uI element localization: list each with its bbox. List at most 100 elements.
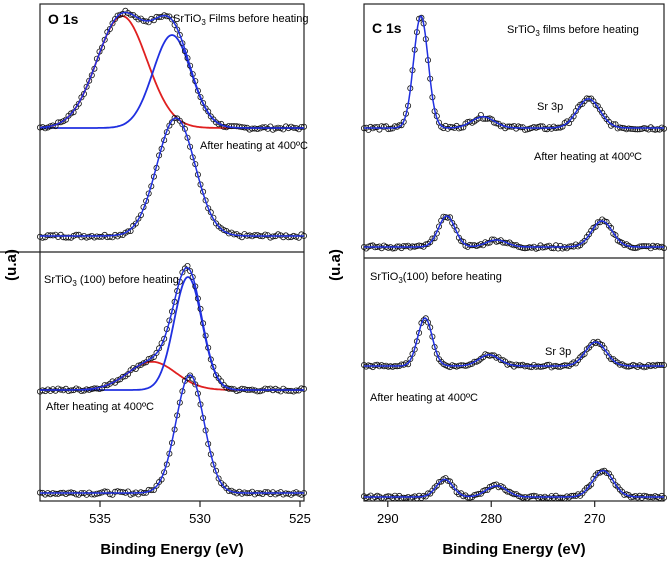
- o1s-s1-after-data-point: [148, 487, 155, 494]
- c1s-s0-after-data-point: [519, 244, 526, 251]
- c1s-xlabel: Binding Energy (eV): [442, 541, 585, 558]
- o1s-s1-after-data-point: [101, 488, 108, 495]
- o1s-s1-before-data-point: [233, 387, 240, 394]
- c1s-x-tick-label: 270: [584, 511, 606, 526]
- o1s-films-before-label: SrTiO3 Films before heating: [173, 13, 308, 27]
- o1s-s1-before-data-point: [300, 385, 307, 392]
- c1s-films-after-label: After heating at 400ºC: [534, 151, 642, 163]
- c1s-s0-after-data-point: [548, 244, 555, 251]
- o1s-s1-before-data-point: [140, 360, 147, 367]
- c1s-s1-before-data-point: [407, 355, 414, 362]
- o1s-s1-before-data-point: [78, 387, 85, 394]
- o1s-s0-before-data-point: [200, 100, 207, 107]
- c1s-s0-before-data-point: [634, 126, 641, 133]
- o1s-s0-before-fit: [39, 11, 304, 129]
- c1s-s1-before-data-point: [537, 363, 544, 370]
- o1s-ylabel: (u.a): [3, 249, 20, 281]
- c1s-s0-before-data-point: [418, 14, 425, 21]
- c1s-s1-after-data-point: [398, 495, 405, 502]
- o1s-s1-before-data-point: [298, 385, 305, 392]
- c1s-s0-after-data-point: [612, 232, 619, 239]
- c1s-s0-before-data-point: [400, 118, 407, 125]
- c1s-s1-after-data-point: [400, 494, 407, 501]
- c1s-s0-after-data-point: [400, 242, 407, 249]
- o1s-s1-before-fit: [40, 266, 304, 391]
- c1s-s0-after-data-point: [469, 242, 476, 249]
- o1s-s1-before-data-point: [210, 363, 217, 370]
- o1s-s0-after-data-point: [83, 234, 90, 241]
- c1s-s0-after-data-point: [522, 245, 529, 252]
- c1s-s0-after-data-point: [641, 242, 648, 249]
- o1s-films-after-label: After heating at 400ºC: [200, 140, 308, 152]
- o1s-s0-before-component-0: [39, 15, 304, 129]
- o1s-s0-before-data-point: [83, 83, 90, 90]
- c1s-s0-before-fit: [364, 15, 664, 129]
- o1s-s0-after-data-point: [39, 234, 46, 241]
- o1s-s0-before-data-point: [168, 16, 175, 23]
- c1s-s0-before-data-point: [458, 124, 465, 131]
- o1s-s1-before-data-point: [187, 267, 194, 274]
- o1s-s1-before-component-1: [40, 276, 304, 391]
- c1s-s1-before-data-point: [497, 357, 504, 364]
- o1s-s0-after-data-point: [73, 231, 80, 238]
- o1s-s0-after-data-point: [137, 212, 144, 219]
- c1s-s1-after-fit: [364, 469, 664, 498]
- c1s-ylabel: (u.a): [327, 249, 344, 281]
- o1s-s1-before-data-point: [119, 373, 126, 380]
- c1s-s1-after-data-point: [482, 486, 489, 493]
- o1s-s0-after-data-point: [184, 134, 191, 141]
- c1s-s1-after-data-point: [555, 494, 562, 501]
- c1s-s1-before-data-point: [661, 362, 668, 369]
- c1s-s0-before-data-point: [632, 126, 639, 133]
- o1s-s0-after-data-point: [179, 121, 186, 128]
- c1s-s1-before-data-point: [471, 358, 478, 365]
- c1s-s1-before-data-point: [656, 361, 663, 368]
- o1s-s0-before-data-point: [298, 124, 305, 131]
- o1s-s0-after-data-point: [275, 231, 282, 238]
- o1s-100-after-label: After heating at 400ºC: [46, 401, 154, 413]
- o1s-s1-after-fit: [40, 374, 304, 494]
- c1s-s1-after-data-point: [528, 493, 535, 500]
- o1s-s1-before-data-point: [256, 388, 263, 395]
- o1s-s0-before-data-point: [176, 31, 183, 38]
- o1s-s0-before-data-point: [205, 108, 212, 115]
- o1s-s0-after-data-point: [96, 233, 103, 240]
- c1s-s1-before-data-point: [371, 362, 378, 369]
- o1s-s0-after-data-point: [106, 233, 113, 240]
- c1s-s0-after-data-point: [594, 219, 601, 226]
- c1s-s0-before-data-point: [650, 126, 657, 133]
- o1s-x-axis: 535 530 525: [89, 501, 311, 526]
- c1s-s0-before-data-point: [627, 125, 634, 132]
- c1s-panel-frame: [363, 3, 665, 502]
- o1s-s0-before-data-point: [114, 12, 121, 19]
- c1s-100-after-label: After heating at 400ºC: [370, 392, 478, 404]
- o1s-title: O 1s: [48, 11, 79, 27]
- o1s-s0-before-data-point: [174, 26, 181, 33]
- o1s-s1-after-data-point: [106, 491, 113, 498]
- c1s-s1-after-data-point: [464, 494, 471, 501]
- c1s-title: C 1s: [372, 20, 402, 36]
- o1s-s0-after-data-point: [132, 220, 139, 227]
- c1s-s0-after-data-point: [661, 245, 668, 252]
- o1s-x-tick-label: 525: [289, 511, 311, 526]
- c1s-s0-before-data-point: [630, 126, 637, 133]
- c1s-s0-before-data-point: [387, 125, 394, 132]
- c1s-s0-before-data-point: [385, 126, 392, 133]
- o1s-s0-before-data-point: [300, 123, 307, 130]
- c1s-films-before-label: SrTiO3 films before heating: [507, 24, 639, 38]
- o1s-s1-before-data-point: [161, 335, 168, 342]
- o1s-x-tick-label: 530: [189, 511, 211, 526]
- o1s-x-tick-label: 535: [89, 511, 111, 526]
- o1s-100-before-label: SrTiO3 (100) before heating: [44, 274, 179, 288]
- o1s-s1-before-data-point: [96, 385, 103, 392]
- o1s-s1-after-data-point: [262, 488, 269, 495]
- o1s-s1-before-data-point: [55, 385, 62, 392]
- c1s-s1-before-data-point: [658, 361, 665, 368]
- o1s-s0-before-data-point: [197, 94, 204, 101]
- o1s-s1-before-data-point: [153, 349, 160, 356]
- o1s-s1-after-data-point: [215, 475, 222, 482]
- c1s-100-sr3p-label: Sr 3p: [545, 346, 571, 358]
- o1s-s0-before-data-point: [101, 36, 108, 43]
- o1s-s1-after-data-point: [127, 491, 134, 498]
- c1s-s0-before-data-point: [371, 124, 378, 131]
